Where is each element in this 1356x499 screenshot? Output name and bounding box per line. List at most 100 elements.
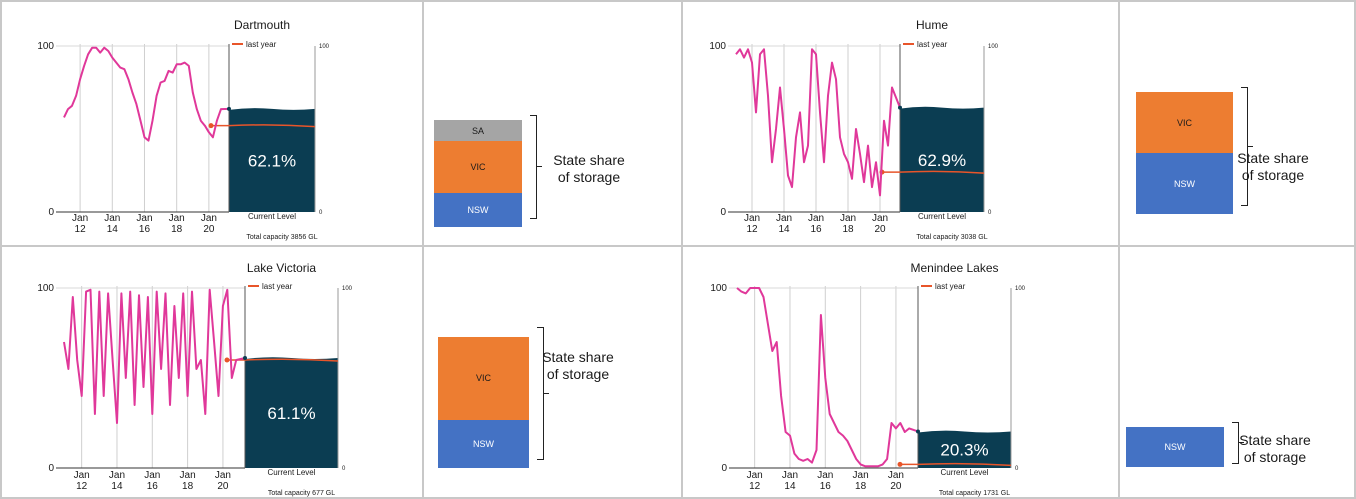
share-panel-lake-victoria: NSW VIC State share of storage [422, 245, 683, 499]
current-level-marker [916, 429, 920, 434]
legend-label: last year [935, 282, 966, 291]
state-share-label: NSW [467, 204, 489, 215]
x-tick-label: 18 [182, 481, 194, 492]
x-tick-label: Jan [74, 470, 90, 481]
last-year-line [211, 124, 316, 128]
chart-panel-lake-victoria: Jan 12 Jan 14 Jan 16 Jan 18 Jan 20 100 0 100 0 61.1% Cu… [0, 245, 424, 499]
share-bracket [1241, 87, 1248, 206]
x-tick-label: 18 [855, 481, 867, 492]
chart-title: Menindee Lakes [910, 261, 998, 275]
y-tick-label: 0 [721, 463, 727, 474]
state-share-label: VIC [470, 162, 486, 173]
current-level-bar [918, 430, 1011, 468]
y-tick-label: 100 [37, 283, 54, 294]
state-share-segment-nsw: NSW [434, 192, 522, 227]
state-share-bar: NSW [1126, 427, 1224, 467]
state-share-label: NSW [1174, 178, 1195, 189]
current-level-label: Current Level [918, 212, 966, 221]
x-tick-label: Jan [144, 470, 160, 481]
x-tick-label: Jan [808, 213, 824, 224]
chart-title: Hume [916, 18, 948, 32]
x-tick-label: 20 [203, 224, 215, 235]
current-percent-label: 20.3% [940, 441, 988, 460]
share-panel-menindee-lakes: NSW State share of storage [1118, 245, 1356, 499]
chart-panel-hume: Jan 12 Jan 14 Jan 16 Jan 18 Jan 20 100 0 100 0 62.9% Cu… [681, 0, 1120, 247]
x-tick-label: Jan [840, 213, 856, 224]
state-share-title-line1: State share [553, 152, 625, 168]
state-share-title: State share of storage [1228, 150, 1318, 184]
x-tick-label: 14 [778, 224, 790, 235]
state-share-label: VIC [475, 373, 491, 384]
share-bracket [537, 327, 544, 460]
x-tick-label: 14 [784, 481, 796, 492]
x-tick-label: Jan [747, 470, 763, 481]
share-panel-hume: NSW VIC State share of storage [1118, 0, 1356, 247]
storage-history-line [63, 46, 230, 142]
share-bracket [1232, 422, 1239, 464]
state-share-label: VIC [1176, 117, 1192, 128]
state-share-segment-nsw: NSW [1126, 427, 1224, 467]
state-share-label: SA [471, 125, 484, 136]
share-panel-dartmouth: NSW VIC SA State share of storage [422, 0, 683, 247]
chart-panel-menindee-lakes: Jan 12 Jan 14 Jan 16 Jan 18 Jan 20 100 0 100 0 20.3% Cu… [681, 245, 1120, 499]
current-percent-label: 62.9% [918, 151, 966, 170]
right-tick-label: 100 [1015, 286, 1026, 292]
y-tick-label: 100 [710, 283, 727, 294]
right-tick-label: 0 [1015, 466, 1019, 472]
capacity-label: Total capacity 677 GL [268, 490, 335, 497]
x-tick-label: Jan [744, 213, 760, 224]
capacity-label: Total capacity 3856 GL [246, 234, 317, 241]
state-share-label: NSW [473, 438, 494, 449]
current-percent-label: 61.1% [267, 404, 315, 423]
state-share-segment-vic: VIC [1136, 92, 1233, 153]
state-share-segment-nsw: NSW [438, 419, 529, 468]
x-tick-label: 16 [139, 224, 151, 235]
last-year-line [227, 358, 339, 362]
storage-history-line [63, 288, 246, 424]
y-tick-label: 0 [48, 207, 54, 218]
state-share-bar: NSW VIC [1136, 92, 1233, 214]
state-share-bar: NSW VIC SA [434, 120, 522, 227]
x-tick-label: Jan [169, 213, 185, 224]
right-tick-label: 0 [988, 210, 992, 216]
x-tick-label: Jan [201, 213, 217, 224]
x-tick-label: 18 [171, 224, 183, 235]
x-tick-label: Jan [104, 213, 120, 224]
legend-label: last year [917, 40, 948, 49]
current-level-bar [229, 108, 315, 212]
share-bracket-tick [1248, 145, 1253, 147]
state-share-label: NSW [1164, 442, 1186, 452]
state-share-segment-vic: VIC [434, 141, 522, 193]
y-tick-label: 0 [48, 463, 54, 474]
x-tick-label: 18 [842, 224, 854, 235]
x-tick-label: Jan [817, 470, 833, 481]
state-share-segment-sa: SA [434, 120, 522, 142]
state-share-title-line2: of storage [546, 366, 610, 382]
x-tick-label: 20 [217, 481, 229, 492]
x-tick-label: Jan [136, 213, 152, 224]
x-tick-label: Jan [776, 213, 792, 224]
x-tick-label: Jan [215, 470, 231, 481]
x-tick-label: 16 [820, 481, 832, 492]
chart-svg: Jan12Jan14Jan16Jan18Jan201000100020.3%Cu… [710, 261, 1026, 497]
last-year-marker [208, 123, 214, 129]
x-tick-label: Jan [782, 470, 798, 481]
x-tick-label: Jan [888, 470, 904, 481]
capacity-label: Total capacity 3038 GL [916, 234, 987, 241]
current-percent-label: 62.1% [248, 151, 296, 170]
x-tick-label: 12 [75, 224, 87, 235]
x-tick-label: Jan [853, 470, 869, 481]
last-year-line [900, 462, 1012, 467]
current-level-bar [900, 106, 984, 212]
chart-title: Dartmouth [234, 18, 290, 32]
state-share-title-line2: of storage [1243, 449, 1307, 465]
chart-panel-dartmouth: Jan 12 Jan 14 Jan 16 Jan 18 Jan 20 100 0 100 0 62.1% Cu… [0, 0, 424, 247]
last-year-marker [224, 357, 230, 363]
state-share-segment-vic: VIC [438, 337, 529, 420]
current-level-label: Current Level [940, 468, 988, 477]
x-tick-label: 14 [107, 224, 119, 235]
x-tick-label: 14 [111, 481, 123, 492]
x-tick-label: Jan [872, 213, 888, 224]
state-share-bar: NSW VIC [438, 337, 529, 468]
last-year-line [882, 170, 985, 174]
